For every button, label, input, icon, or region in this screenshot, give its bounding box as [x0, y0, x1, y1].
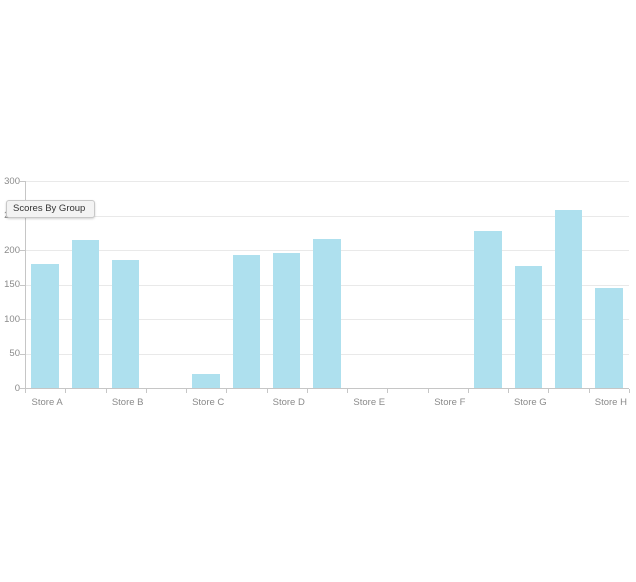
bar-store-c[interactable] [192, 374, 220, 388]
x-axis-tick [387, 389, 389, 393]
x-axis-tick [145, 389, 147, 393]
x-axis-tick [427, 389, 429, 393]
x-axis-tick [25, 389, 26, 393]
bar-slot-14[interactable] [554, 209, 583, 388]
x-axis-label-store-a: Store A [31, 397, 63, 408]
x-axis-label-store-g: Store G [513, 397, 547, 408]
x-axis-tick [105, 389, 107, 393]
bar-slot-6[interactable] [232, 254, 261, 388]
y-axis-label: 300 [4, 175, 20, 187]
bar-slot-2[interactable] [71, 239, 100, 388]
y-axis-line [25, 181, 26, 388]
x-axis-tick [508, 389, 510, 393]
x-axis-label-store-e: Store E [353, 397, 386, 408]
y-axis-tick [20, 250, 25, 251]
gridline [25, 181, 629, 182]
y-axis-label: 150 [4, 279, 20, 290]
x-axis-tick [629, 389, 630, 393]
bar-store-h[interactable] [595, 287, 623, 388]
y-axis-tick [20, 388, 25, 389]
y-axis-tick [20, 319, 25, 320]
y-axis-label: 200 [4, 244, 20, 256]
x-axis-tick [588, 389, 590, 393]
x-axis-tick [266, 389, 268, 393]
y-axis-tick [20, 285, 25, 286]
y-axis-label: 0 [14, 382, 20, 394]
x-axis-tick [65, 389, 67, 393]
x-axis-tick [347, 389, 349, 393]
x-axis-tick [548, 389, 550, 393]
bar-store-a[interactable] [31, 263, 59, 388]
x-axis-tick [186, 389, 188, 393]
x-axis-line [25, 388, 629, 389]
y-axis-tick [20, 181, 25, 182]
gridline [25, 216, 629, 217]
chart-title-tooltip-label: Scores By Group [13, 203, 86, 214]
x-axis-label-store-b: Store B [111, 397, 144, 408]
y-axis-tick [20, 354, 25, 355]
x-axis-label-store-c: Store C [192, 397, 225, 408]
chart-title-tooltip: Scores By Group [6, 200, 96, 218]
x-axis-tick [467, 389, 469, 393]
y-axis-label: 50 [9, 348, 20, 359]
x-axis-label-store-d: Store D [272, 397, 305, 408]
bar-slot-12[interactable] [474, 230, 502, 388]
x-axis-tick [226, 389, 228, 393]
bar-store-b[interactable] [111, 260, 140, 388]
y-axis-label: 100 [4, 313, 20, 325]
bar-store-d[interactable] [272, 253, 301, 388]
x-axis-label-store-h: Store H [594, 397, 627, 408]
bar-store-g[interactable] [514, 265, 543, 388]
x-axis-tick [306, 389, 308, 393]
x-axis-label-store-f: Store F [434, 397, 466, 408]
bar-slot-8[interactable] [313, 238, 341, 388]
